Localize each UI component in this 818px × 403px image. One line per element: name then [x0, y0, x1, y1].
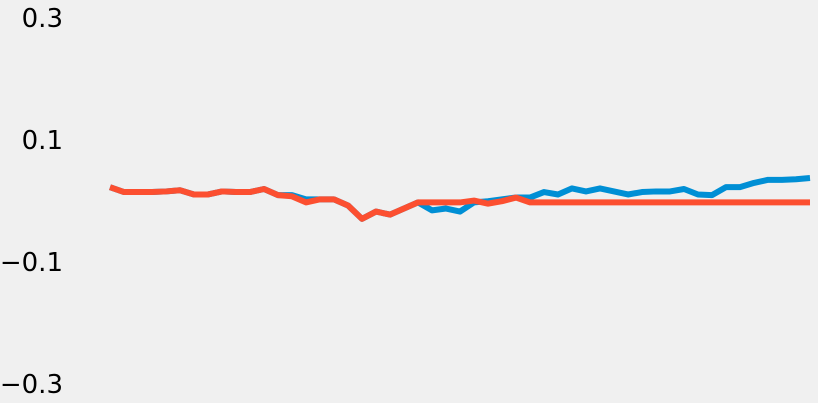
y-tick-label: 0.3 [22, 4, 63, 34]
y-tick-label: 0.1 [22, 126, 63, 156]
y-tick-label: −0.1 [0, 248, 63, 278]
y-tick-label: −0.3 [0, 370, 63, 400]
line [109, 184, 810, 222]
